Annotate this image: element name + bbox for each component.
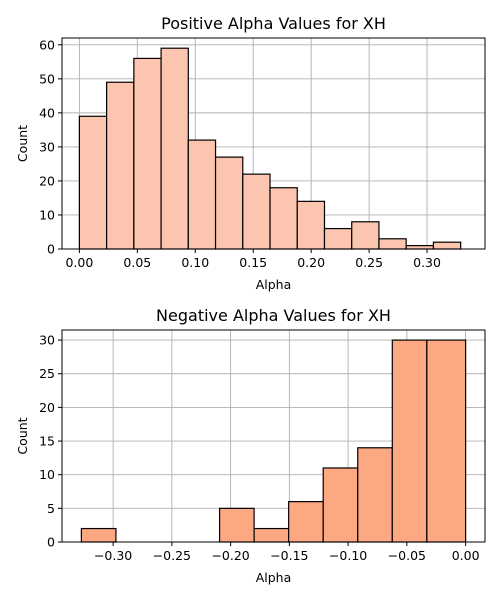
x-tick-label: −0.10 (329, 548, 367, 563)
histogram-bar (391, 339, 428, 543)
x-tick-label: −0.25 (153, 548, 191, 563)
y-axis-label: Count (15, 125, 30, 162)
x-tick-label: −0.20 (211, 548, 249, 563)
y-axis-label: Count (15, 417, 30, 454)
histogram-bar (160, 47, 189, 250)
y-tick-label: 0 (47, 535, 55, 550)
positive-alpha-histogram: Positive Alpha Values for XH 0.00 0.05 0.1… (15, 14, 486, 292)
x-tick-label: 0.00 (452, 548, 480, 563)
x-tick-label: 0.00 (65, 255, 93, 270)
y-tick-label: 50 (39, 71, 55, 86)
x-axis-label: Alpha (256, 277, 292, 292)
histogram-bar (357, 447, 393, 543)
x-axis-ticks: 0.00 0.05 0.10 0.15 0.20 0.25 0.30 (65, 249, 441, 270)
x-tick-label: 0.15 (239, 255, 267, 270)
x-tick-label: 0.10 (181, 255, 209, 270)
histogram-bar (253, 527, 290, 543)
x-tick-label: 0.25 (355, 255, 383, 270)
y-tick-label: 10 (39, 467, 55, 482)
y-tick-label: 30 (39, 333, 55, 348)
x-axis-label: Alpha (256, 570, 292, 585)
histogram-bar (214, 156, 244, 250)
histogram-bar (242, 173, 271, 250)
x-tick-label: −0.05 (388, 548, 426, 563)
x-tick-label: 0.30 (413, 255, 441, 270)
chart-title: Negative Alpha Values for XH (156, 306, 391, 325)
histogram-bar (80, 527, 117, 543)
histogram-bar (351, 221, 380, 250)
histogram-bar (106, 81, 135, 250)
histogram-bar (432, 241, 462, 250)
y-axis-ticks: 0 5 10 15 20 25 30 (39, 333, 62, 550)
histogram-bar (378, 238, 407, 250)
chart-title: Positive Alpha Values for XH (161, 14, 386, 33)
histogram-bars (78, 47, 462, 250)
y-tick-label: 0 (47, 242, 55, 257)
y-tick-label: 10 (39, 207, 55, 222)
histogram-bar (288, 501, 324, 543)
histogram-bar (218, 507, 255, 543)
x-tick-label: 0.20 (297, 255, 325, 270)
y-axis-ticks: 0 10 20 30 40 50 60 (39, 37, 62, 257)
plot-frame (61, 329, 486, 543)
x-tick-label: 0.05 (123, 255, 151, 270)
histogram-bar (323, 227, 353, 250)
histogram-bar (405, 244, 435, 250)
histogram-bar (322, 467, 359, 543)
histogram-bars (80, 339, 467, 543)
y-tick-label: 25 (39, 366, 55, 381)
histogram-bar (133, 57, 162, 250)
plot-frame (61, 37, 486, 250)
negative-alpha-histogram: Negative Alpha Values for XH −0.30 −0.25−… (15, 306, 486, 585)
histogram-bar (269, 187, 298, 250)
histogram-bar (187, 139, 217, 250)
x-tick-label: −0.30 (94, 548, 132, 563)
y-tick-label: 15 (39, 434, 55, 449)
histogram-bar (78, 115, 108, 250)
x-tick-label: −0.15 (270, 548, 308, 563)
y-tick-label: 20 (39, 173, 55, 188)
y-tick-label: 60 (39, 37, 55, 52)
histogram-bar (296, 200, 326, 250)
y-tick-label: 40 (39, 105, 55, 120)
x-axis-ticks: −0.30 −0.25 −0.20 −0.15 −0.10 −0.05 0.00 (94, 542, 480, 563)
y-tick-label: 20 (39, 400, 55, 415)
y-tick-label: 30 (39, 139, 55, 154)
histogram-bar (426, 339, 467, 543)
y-tick-label: 5 (47, 501, 55, 516)
